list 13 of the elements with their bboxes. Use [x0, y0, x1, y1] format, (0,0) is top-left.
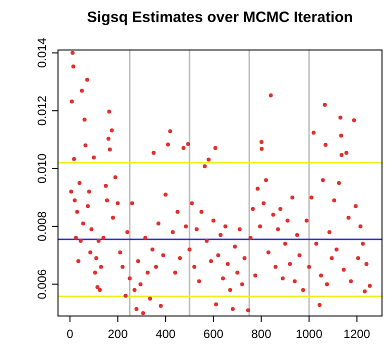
x-tick-label: 1200: [344, 327, 371, 341]
y-tick-label: 0.006: [35, 268, 49, 300]
x-tick-label: 400: [156, 327, 176, 341]
x-tick-label: 1000: [296, 327, 323, 341]
y-tick-label: 0.008: [35, 211, 49, 242]
y-tick-label: 0.010: [35, 153, 49, 184]
y-tick-label: 0.012: [35, 95, 49, 126]
x-tick-label: 200: [108, 327, 128, 341]
x-tick-label: 0: [66, 327, 74, 341]
y-tick-label: 0.014: [35, 38, 49, 68]
x-tick-label: 600: [203, 327, 224, 341]
chart-title: Sigsq Estimates over MCMC Iteration: [87, 9, 353, 26]
x-tick-label: 800: [251, 327, 272, 341]
